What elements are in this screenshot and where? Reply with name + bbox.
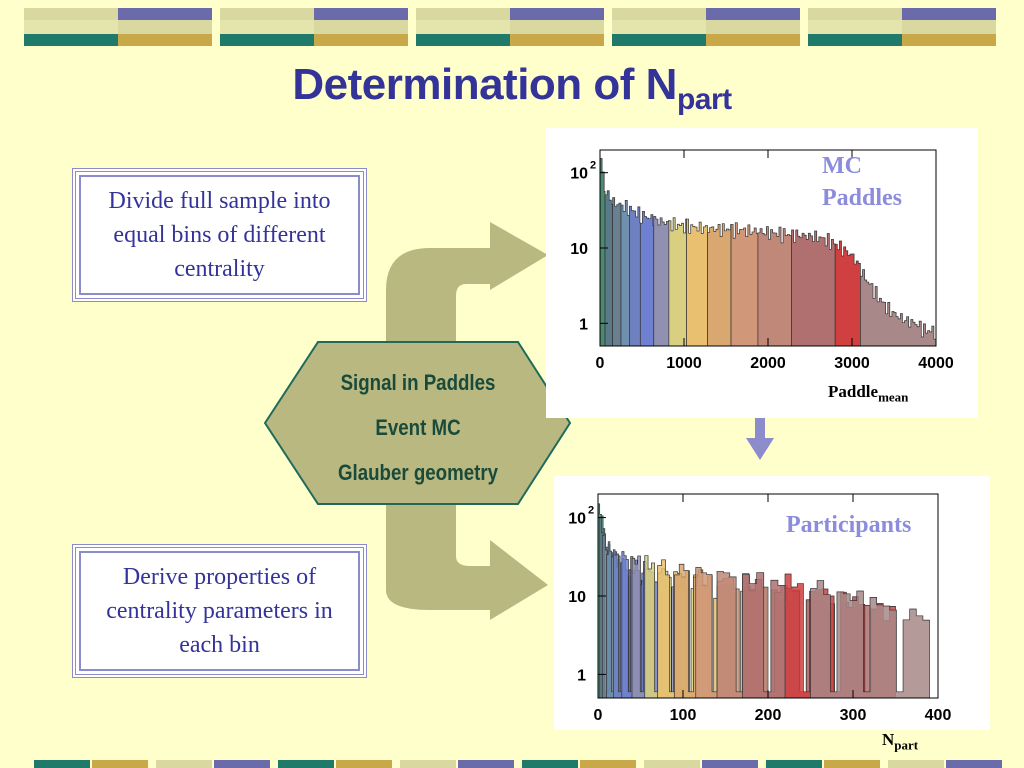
divide-sample-box: Divide full sample into equal bins of di… xyxy=(72,168,367,302)
participants-plot: 0 100 200 300 400 1 10 10 2 Participants xyxy=(554,476,990,730)
participants-xtick-label: 300 xyxy=(840,707,867,724)
divide-sample-text: Divide full sample into equal bins of di… xyxy=(108,188,331,282)
paddles-centrality-band xyxy=(860,269,937,347)
header-stripe-block xyxy=(808,8,998,46)
participants-ytick-label: 1 xyxy=(577,667,586,684)
paddles-band-bar xyxy=(604,190,613,347)
paddles-centrality-band xyxy=(791,229,836,347)
paddles-label-line-2: Paddles xyxy=(822,185,903,211)
paddles-centrality-band xyxy=(834,240,861,347)
paddles-centrality-band xyxy=(639,210,655,347)
paddles-centrality-band xyxy=(599,158,606,347)
paddles-xaxis-title: Paddlemean xyxy=(828,382,909,405)
paddles-band-bar xyxy=(668,217,687,347)
hexagon-shape xyxy=(263,341,572,505)
paddles-ytick-exponent: 2 xyxy=(590,160,596,172)
paddles-centrality-band xyxy=(612,197,622,347)
paddles-xtick-label: 3000 xyxy=(834,355,870,372)
paddles-band-bar xyxy=(707,223,732,347)
paddles-centrality-band xyxy=(620,200,630,347)
paddles-band-bar xyxy=(860,269,937,347)
footer-stripe-segment xyxy=(92,760,148,768)
footer-stripe-segment xyxy=(458,760,514,768)
title-main: Determination of N xyxy=(292,60,677,109)
paddles-label-line-1: MC xyxy=(822,153,862,179)
paddles-centrality-band xyxy=(757,226,792,347)
paddles-ytick-label: 10 xyxy=(570,166,588,183)
footer-stripe-segment xyxy=(400,760,456,768)
footer-stripe-segment xyxy=(580,760,636,768)
slide-title: Determination of Npart xyxy=(0,60,1024,117)
paddles-ytick-label: 1 xyxy=(579,316,588,333)
paddles-xtick-label: 4000 xyxy=(918,355,954,372)
participants-xtick-label: 200 xyxy=(755,707,782,724)
footer-stripe-segment xyxy=(156,760,212,768)
derive-properties-text: Derive properties of centrality paramete… xyxy=(106,564,333,658)
footer-stripe-segment xyxy=(888,760,944,768)
paddles-centrality-band xyxy=(604,190,613,347)
paddles-ytick-label: 10 xyxy=(570,241,588,258)
derive-properties-box: Derive properties of centrality paramete… xyxy=(72,544,367,678)
hexagon-line-glauber: Glauber geometry xyxy=(337,460,499,485)
participants-xtick-label: 100 xyxy=(670,707,697,724)
paddles-band-bar xyxy=(757,226,792,347)
paddles-plot: 0 1000 2000 3000 4000 1 10 10 2 MC Paddles Paddl… xyxy=(546,128,978,418)
paddles-xtick-label: 1000 xyxy=(666,355,702,372)
participants-ytick-label: 10 xyxy=(568,589,586,606)
participants-plot-label: Participants xyxy=(786,512,912,538)
paddles-band-bar xyxy=(791,229,836,347)
flow-connector xyxy=(386,222,548,620)
paddles-band-bar xyxy=(730,222,759,347)
paddles-centrality-band xyxy=(686,218,708,347)
paddles-centrality-band xyxy=(629,205,641,347)
hexagon-line-event: Event MC xyxy=(375,415,461,440)
paddles-xtick-label: 0 xyxy=(596,355,605,372)
header-stripe-block xyxy=(24,8,214,46)
paddles-band-bar xyxy=(629,205,641,347)
paddles-centrality-band xyxy=(668,217,687,347)
header-stripe-block xyxy=(416,8,606,46)
participants-ytick-label: 10 xyxy=(568,511,586,528)
paddles-band-bar xyxy=(639,210,655,347)
participants-xaxis-title: Npart xyxy=(882,730,919,753)
paddles-band-bar xyxy=(834,240,861,347)
paddles-band-bar xyxy=(620,200,630,347)
participants-centrality-band xyxy=(810,580,930,699)
footer-stripe-segment xyxy=(214,760,270,768)
footer-stripe-segment xyxy=(644,760,700,768)
paddles-band-bar xyxy=(653,216,670,347)
footer-stripe-segment xyxy=(278,760,334,768)
footer-stripe-segment xyxy=(34,760,90,768)
header-stripe-block xyxy=(220,8,410,46)
paddles-centrality-band xyxy=(707,223,732,347)
footer-stripe-segment xyxy=(702,760,758,768)
footer-stripe-segment xyxy=(522,760,578,768)
hexagon-text: Signal in Paddles Event MC Glauber geome… xyxy=(318,360,519,495)
footer-stripe-segment xyxy=(766,760,822,768)
down-arrow-icon xyxy=(746,410,774,460)
participants-centrality-band xyxy=(621,551,663,699)
paddles-plot-label: MC Paddles xyxy=(822,150,902,214)
title-subscript: part xyxy=(676,83,732,116)
hexagon-line-signal: Signal in Paddles xyxy=(340,370,496,395)
participants-xtick-label: 0 xyxy=(594,707,603,724)
footer-stripe-segment xyxy=(824,760,880,768)
paddles-band-bar xyxy=(612,197,622,347)
paddles-centrality-band xyxy=(653,216,670,347)
footer-stripe-segment xyxy=(946,760,1002,768)
paddles-xtick-label: 2000 xyxy=(750,355,786,372)
footer-stripe-segment xyxy=(336,760,392,768)
paddles-band-bar xyxy=(686,218,708,347)
participants-ytick-exponent: 2 xyxy=(588,505,594,517)
header-stripe-block xyxy=(612,8,802,46)
paddles-band-bar xyxy=(599,158,606,347)
paddles-centrality-band xyxy=(730,222,759,347)
participants-xtick-label: 400 xyxy=(925,707,952,724)
